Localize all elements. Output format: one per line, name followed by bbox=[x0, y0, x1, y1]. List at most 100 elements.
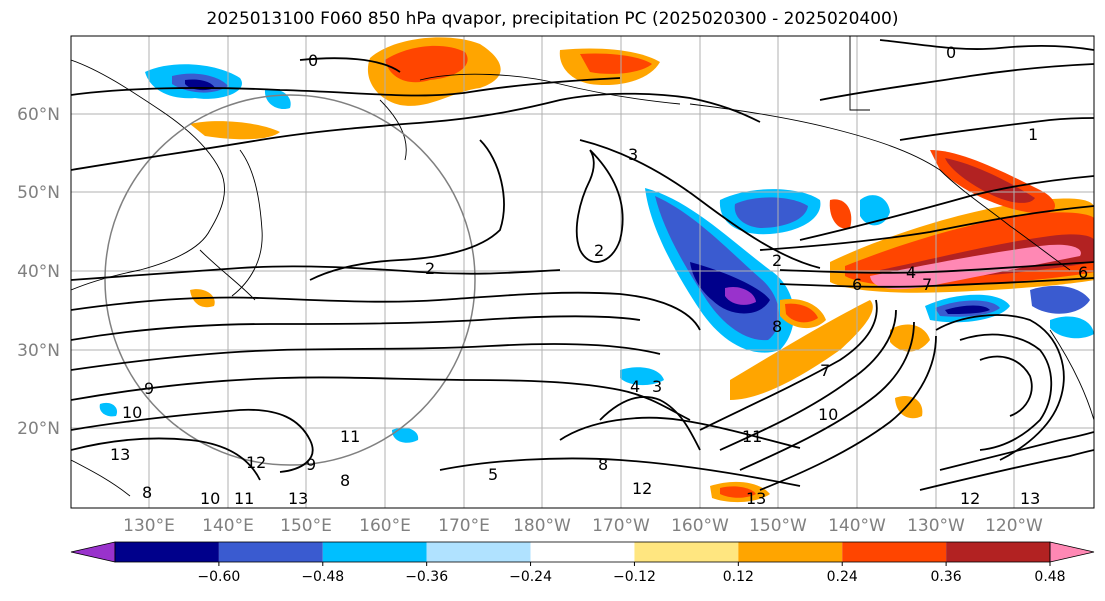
colorbar-swatch bbox=[946, 542, 1050, 562]
lon-label: 120°W bbox=[985, 516, 1043, 536]
lon-label: 170°E bbox=[438, 516, 490, 536]
contour-label: 13 bbox=[1020, 489, 1040, 508]
contour-label: 12 bbox=[246, 453, 266, 472]
shade-blob bbox=[725, 286, 756, 305]
contour-label: 9 bbox=[306, 455, 316, 474]
shade-blob bbox=[860, 195, 890, 226]
colorbar-tick-label: −0.12 bbox=[613, 569, 656, 585]
colorbar-swatch bbox=[426, 542, 531, 562]
lon-label: 130°E bbox=[123, 516, 175, 536]
contour-label: 8 bbox=[340, 471, 350, 490]
colorbar-swatch bbox=[218, 542, 323, 562]
contour-label: 13 bbox=[746, 489, 766, 508]
lat-label: 40°N bbox=[17, 262, 60, 282]
shade-blob bbox=[785, 303, 818, 323]
longitude-labels: 130°E 140°E 150°E 160°E 170°E 180°W 170°… bbox=[123, 516, 1043, 536]
contour-labels: 0 0 1 3 2 2 2 4 6 7 8 6 9 10 11 12 13 9 … bbox=[110, 43, 1088, 508]
contour-label: 0 bbox=[946, 43, 956, 62]
colorbar-swatch bbox=[634, 542, 739, 562]
shade-blob bbox=[392, 427, 419, 443]
lon-label: 140°E bbox=[202, 516, 254, 536]
contour-label: 9 bbox=[144, 379, 154, 398]
colorbar-extend-high bbox=[1049, 541, 1095, 563]
colorbar-tick-label: 0.24 bbox=[827, 569, 858, 585]
shade-blob bbox=[580, 53, 652, 74]
map-frame bbox=[70, 35, 1095, 509]
contour-label: 2 bbox=[425, 259, 435, 278]
colorbar-tick-label: −0.60 bbox=[197, 569, 240, 585]
colorbar-swatch bbox=[530, 542, 635, 562]
lat-label: 30°N bbox=[17, 341, 60, 361]
contour-label: 13 bbox=[288, 489, 308, 508]
colorbar: −0.60 −0.48 −0.36 −0.24 −0.12 0.12 0.24 0.36 0.4… bbox=[70, 541, 1095, 585]
lon-label: 140°W bbox=[828, 516, 886, 536]
lon-label: 150°W bbox=[749, 516, 807, 536]
contour-label: 10 bbox=[200, 489, 220, 508]
contour-label: 0 bbox=[308, 51, 318, 70]
lon-label: 130°W bbox=[907, 516, 965, 536]
shade-blob bbox=[870, 244, 1081, 290]
lat-label: 60°N bbox=[17, 105, 60, 125]
shade-blob bbox=[385, 45, 468, 83]
colorbar-tick-label: −0.48 bbox=[301, 569, 344, 585]
contour-label: 12 bbox=[632, 479, 652, 498]
colorbar-outline bbox=[114, 541, 1051, 563]
colorbar-tick-label: 0.48 bbox=[1034, 569, 1065, 585]
lat-label: 50°N bbox=[17, 183, 60, 203]
shade-blob bbox=[734, 197, 808, 228]
latitude-labels: 60°N 50°N 40°N 30°N 20°N bbox=[17, 105, 60, 439]
shade-blob bbox=[720, 486, 756, 498]
great-circle bbox=[104, 94, 476, 466]
shade-blob bbox=[99, 402, 118, 417]
contour-label: 13 bbox=[110, 445, 130, 464]
contour-label: 8 bbox=[598, 455, 608, 474]
contour-label: 10 bbox=[818, 405, 838, 424]
lon-label: 160°E bbox=[359, 516, 411, 536]
contour-label: 7 bbox=[922, 275, 932, 294]
colorbar-swatch bbox=[842, 542, 947, 562]
contour-label: 11 bbox=[742, 427, 762, 446]
contour-label: 4 bbox=[630, 377, 640, 396]
colorbar-swatch bbox=[115, 542, 219, 562]
map-title: 2025013100 F060 850 hPa qvapor, precipit… bbox=[206, 9, 899, 29]
shade-blob bbox=[1050, 316, 1094, 339]
qvapor-contours bbox=[71, 39, 1094, 491]
contour-label: 11 bbox=[234, 489, 254, 508]
contour-label: 3 bbox=[652, 377, 662, 396]
colorbar-tick-label: −0.24 bbox=[509, 569, 552, 585]
contour-label: 2 bbox=[772, 251, 782, 270]
contour-label: 6 bbox=[1078, 263, 1088, 282]
shade-blob bbox=[1030, 285, 1090, 314]
contour-label: 4 bbox=[906, 263, 916, 282]
contour-label: 8 bbox=[142, 483, 152, 502]
colorbar-extend-low bbox=[70, 541, 116, 563]
contour-label: 11 bbox=[340, 427, 360, 446]
coastlines bbox=[71, 36, 1094, 497]
lat-label: 20°N bbox=[17, 419, 60, 439]
contour-label: 5 bbox=[488, 465, 498, 484]
contour-label: 2 bbox=[594, 241, 604, 260]
colorbar-tick-label: 0.36 bbox=[931, 569, 962, 585]
contour-label: 10 bbox=[122, 403, 142, 422]
shade-blob bbox=[890, 324, 930, 352]
lon-label: 160°W bbox=[671, 516, 729, 536]
colorbar-tick-label: −0.36 bbox=[405, 569, 448, 585]
shade-blob bbox=[264, 89, 291, 110]
colorbar-swatch bbox=[738, 542, 843, 562]
colorbar-tick-label: 0.12 bbox=[723, 569, 754, 585]
contour-label: 3 bbox=[628, 145, 638, 164]
shade-blob bbox=[945, 305, 990, 314]
contour-label: 6 bbox=[852, 275, 862, 294]
shade-blob bbox=[620, 367, 664, 386]
shade-blob bbox=[190, 121, 280, 140]
contour-label: 1 bbox=[1028, 125, 1038, 144]
lon-label: 180°W bbox=[513, 516, 571, 536]
colorbar-swatch bbox=[322, 542, 427, 562]
contour-label: 12 bbox=[960, 489, 980, 508]
contour-label: 7 bbox=[820, 361, 830, 380]
lon-label: 150°E bbox=[280, 516, 332, 536]
shade-blob bbox=[829, 199, 852, 229]
lon-label: 170°W bbox=[592, 516, 650, 536]
contour-label: 8 bbox=[772, 317, 782, 336]
